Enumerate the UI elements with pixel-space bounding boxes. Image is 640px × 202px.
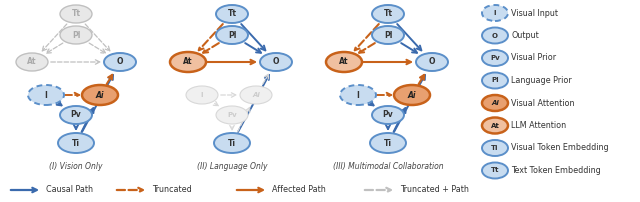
Text: Output: Output [511, 31, 539, 40]
Ellipse shape [82, 85, 118, 105]
Text: (III) Multimodal Collaboration: (III) Multimodal Collaboration [333, 162, 444, 171]
Text: Pv: Pv [227, 112, 237, 118]
Ellipse shape [482, 95, 508, 111]
Ellipse shape [28, 85, 64, 105]
Text: (II) Language Only: (II) Language Only [196, 162, 268, 171]
Text: At: At [183, 58, 193, 66]
Text: Pv: Pv [383, 110, 394, 120]
Ellipse shape [482, 50, 508, 66]
Text: Ai: Ai [252, 92, 260, 98]
Ellipse shape [186, 86, 218, 104]
Ellipse shape [372, 5, 404, 23]
Ellipse shape [60, 106, 92, 124]
Text: Pv: Pv [70, 110, 81, 120]
Text: I: I [45, 90, 47, 100]
Ellipse shape [216, 26, 248, 44]
Ellipse shape [60, 26, 92, 44]
Ellipse shape [58, 133, 94, 153]
Text: Visual Input: Visual Input [511, 8, 558, 18]
Ellipse shape [372, 106, 404, 124]
Ellipse shape [416, 53, 448, 71]
Text: Ti: Ti [72, 139, 80, 147]
Ellipse shape [16, 53, 48, 71]
Ellipse shape [372, 26, 404, 44]
Text: Language Prior: Language Prior [511, 76, 572, 85]
Ellipse shape [170, 52, 206, 72]
Ellipse shape [482, 140, 508, 156]
Text: Visual Attention: Visual Attention [511, 99, 575, 107]
Ellipse shape [260, 53, 292, 71]
Text: Pv: Pv [490, 55, 500, 61]
Text: Tt: Tt [383, 9, 392, 19]
Text: Text Token Embedding: Text Token Embedding [511, 166, 601, 175]
Ellipse shape [216, 106, 248, 124]
Text: Pl: Pl [384, 31, 392, 40]
Text: Truncated + Path: Truncated + Path [400, 185, 469, 195]
Text: LLM Attention: LLM Attention [511, 121, 566, 130]
Ellipse shape [482, 162, 508, 179]
Text: I: I [201, 92, 204, 98]
Ellipse shape [104, 53, 136, 71]
Text: Affected Path: Affected Path [272, 185, 326, 195]
Ellipse shape [340, 85, 376, 105]
Text: Ai: Ai [491, 100, 499, 106]
Text: (I) Vision Only: (I) Vision Only [49, 162, 103, 171]
Ellipse shape [326, 52, 362, 72]
Text: Pl: Pl [228, 31, 236, 40]
Ellipse shape [240, 86, 272, 104]
Text: I: I [493, 10, 496, 16]
Text: Tt: Tt [227, 9, 237, 19]
Text: O: O [492, 33, 498, 39]
Text: O: O [116, 58, 124, 66]
Text: Visual Prior: Visual Prior [511, 54, 556, 62]
Text: At: At [491, 122, 499, 128]
Ellipse shape [216, 5, 248, 23]
Text: Tt: Tt [72, 9, 81, 19]
Text: Ti: Ti [492, 145, 499, 151]
Text: O: O [273, 58, 279, 66]
Text: Ai: Ai [96, 90, 104, 100]
Text: Truncated: Truncated [152, 185, 192, 195]
Ellipse shape [482, 118, 508, 134]
Text: Causal Path: Causal Path [46, 185, 93, 195]
Ellipse shape [482, 27, 508, 43]
Ellipse shape [214, 133, 250, 153]
Text: Pl: Pl [491, 78, 499, 83]
Ellipse shape [482, 5, 508, 21]
Ellipse shape [482, 73, 508, 88]
Text: Visual Token Embedding: Visual Token Embedding [511, 143, 609, 153]
Ellipse shape [370, 133, 406, 153]
Text: Tt: Tt [491, 167, 499, 174]
Text: At: At [28, 58, 36, 66]
Ellipse shape [60, 5, 92, 23]
Text: O: O [429, 58, 435, 66]
Ellipse shape [394, 85, 430, 105]
Text: Pl: Pl [72, 31, 80, 40]
Text: Ti: Ti [384, 139, 392, 147]
Text: At: At [339, 58, 349, 66]
Text: I: I [356, 90, 360, 100]
Text: Ai: Ai [408, 90, 416, 100]
Text: Ti: Ti [228, 139, 236, 147]
